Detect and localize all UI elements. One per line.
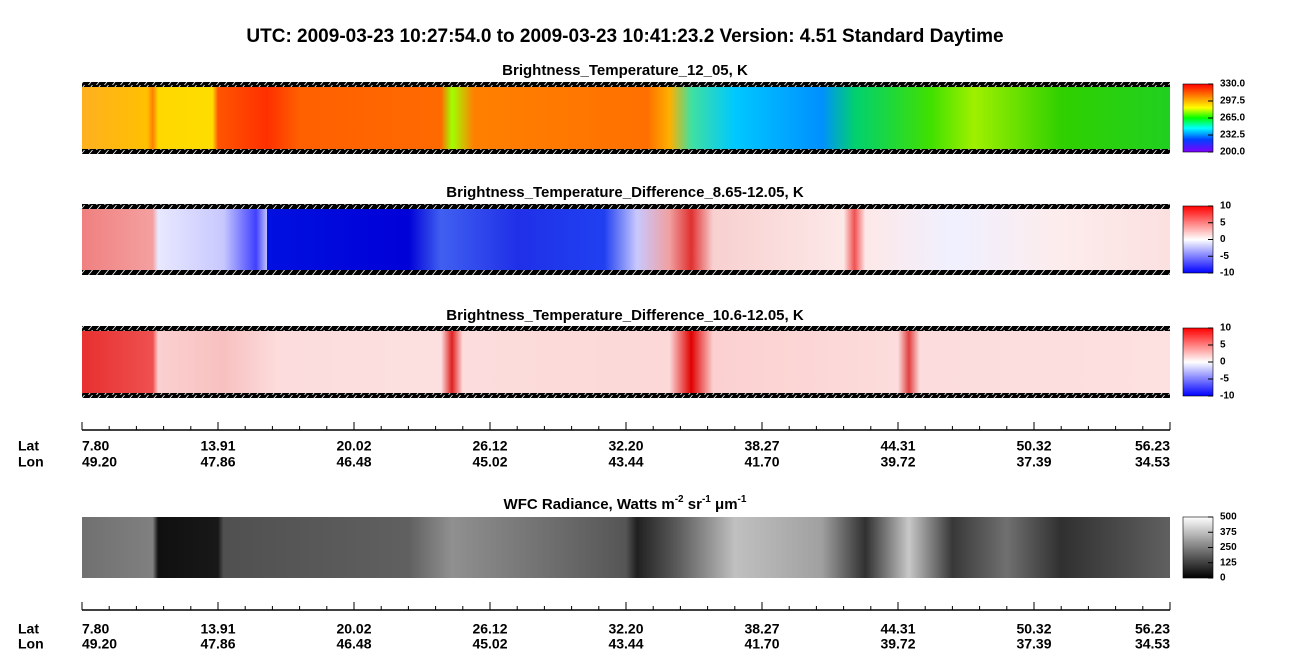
lat-value: 7.80 <box>82 438 109 454</box>
title-part: -1 <box>738 494 747 505</box>
lon-value: 39.72 <box>880 454 915 470</box>
panel-title: WFC Radiance, Watts m-2 sr-1 μm-1 <box>504 494 747 513</box>
lon-value: 43.44 <box>608 636 643 652</box>
colorbar-tick-label: -10 <box>1220 391 1235 402</box>
lon-label: Lon <box>18 454 44 470</box>
lon-value: 39.72 <box>880 636 915 652</box>
colorbar-tick-label: 10 <box>1220 201 1232 212</box>
colorbar-tick-label: 125 <box>1220 557 1237 568</box>
lat-value: 50.32 <box>1016 438 1051 454</box>
lat-value: 38.27 <box>744 438 779 454</box>
colorbar-tick-label: 10 <box>1220 323 1232 334</box>
lon-value: 37.39 <box>1016 636 1051 652</box>
lat-label: Lat <box>18 621 39 637</box>
lon-value: 41.70 <box>744 454 779 470</box>
lat-value: 38.27 <box>744 621 779 637</box>
lat-label: Lat <box>18 438 39 454</box>
colorbar-tick-label: 330.0 <box>1220 79 1245 90</box>
lat-value: 44.31 <box>880 621 915 637</box>
lat-value: 20.02 <box>336 621 371 637</box>
colorbar-tick-label: 375 <box>1220 527 1237 538</box>
colorbar-tick-label: 250 <box>1220 542 1237 553</box>
colorbar-tick-label: 0 <box>1220 573 1226 584</box>
colorbar-tick-label: 297.5 <box>1220 96 1245 107</box>
lat-value: 20.02 <box>336 438 371 454</box>
panel-title: Brightness_Temperature_Difference_10.6-1… <box>446 307 804 324</box>
lon-value: 45.02 <box>472 636 507 652</box>
strip-border <box>82 82 1170 87</box>
colorbar-tick-label: 0 <box>1220 234 1226 245</box>
title-part: μm <box>711 496 738 513</box>
lat-value: 32.20 <box>608 438 643 454</box>
title-part: sr <box>684 496 703 513</box>
strip-border <box>82 393 1170 398</box>
lon-value: 34.53 <box>1135 636 1170 652</box>
lat-value: 7.80 <box>82 621 109 637</box>
panel-title: Brightness_Temperature_12_05, K <box>502 62 748 79</box>
colorbar-tick-label: 5 <box>1220 340 1226 351</box>
image-strip <box>82 206 1170 273</box>
lon-value: 41.70 <box>744 636 779 652</box>
image-strip <box>82 84 1170 152</box>
colorbar-tick-label: -5 <box>1220 251 1229 262</box>
strip-border <box>82 204 1170 209</box>
colorbar-tick-label: 500 <box>1220 512 1237 523</box>
colorbar-tick-label: 200.0 <box>1220 147 1245 158</box>
colorbar-tick-label: 0 <box>1220 357 1226 368</box>
colorbar-tick-label: -10 <box>1220 268 1235 279</box>
title-part: -1 <box>702 494 711 505</box>
colorbar-tick-label: -5 <box>1220 374 1229 385</box>
lon-value: 47.86 <box>200 454 235 470</box>
image-strip <box>82 517 1170 578</box>
lon-value: 46.48 <box>336 454 371 470</box>
lat-value: 56.23 <box>1135 438 1170 454</box>
title-part: WFC Radiance, Watts m <box>504 496 675 513</box>
lon-value: 49.20 <box>82 636 117 652</box>
lat-value: 44.31 <box>880 438 915 454</box>
image-strip <box>82 328 1170 396</box>
lon-value: 47.86 <box>200 636 235 652</box>
lon-value: 45.02 <box>472 454 507 470</box>
lon-value: 34.53 <box>1135 454 1170 470</box>
strip-border <box>82 149 1170 154</box>
lat-value: 56.23 <box>1135 621 1170 637</box>
strip-border <box>82 326 1170 331</box>
colorbar-tick-label: 265.0 <box>1220 113 1245 124</box>
lon-label: Lon <box>18 636 44 652</box>
lat-value: 26.12 <box>472 438 507 454</box>
lon-value: 46.48 <box>336 636 371 652</box>
lon-value: 49.20 <box>82 454 117 470</box>
lat-value: 50.32 <box>1016 621 1051 637</box>
colorbar-tick-label: 5 <box>1220 217 1226 228</box>
strip-border <box>82 270 1170 275</box>
lat-value: 32.20 <box>608 621 643 637</box>
lon-value: 43.44 <box>608 454 643 470</box>
page-title: UTC: 2009-03-23 10:27:54.0 to 2009-03-23… <box>246 26 1003 47</box>
title-part: -2 <box>675 494 684 505</box>
lat-value: 13.91 <box>200 438 235 454</box>
colorbar-tick-label: 232.5 <box>1220 130 1245 141</box>
lat-value: 26.12 <box>472 621 507 637</box>
lat-value: 13.91 <box>200 621 235 637</box>
panel-title: Brightness_Temperature_Difference_8.65-1… <box>446 184 804 201</box>
lon-value: 37.39 <box>1016 454 1051 470</box>
